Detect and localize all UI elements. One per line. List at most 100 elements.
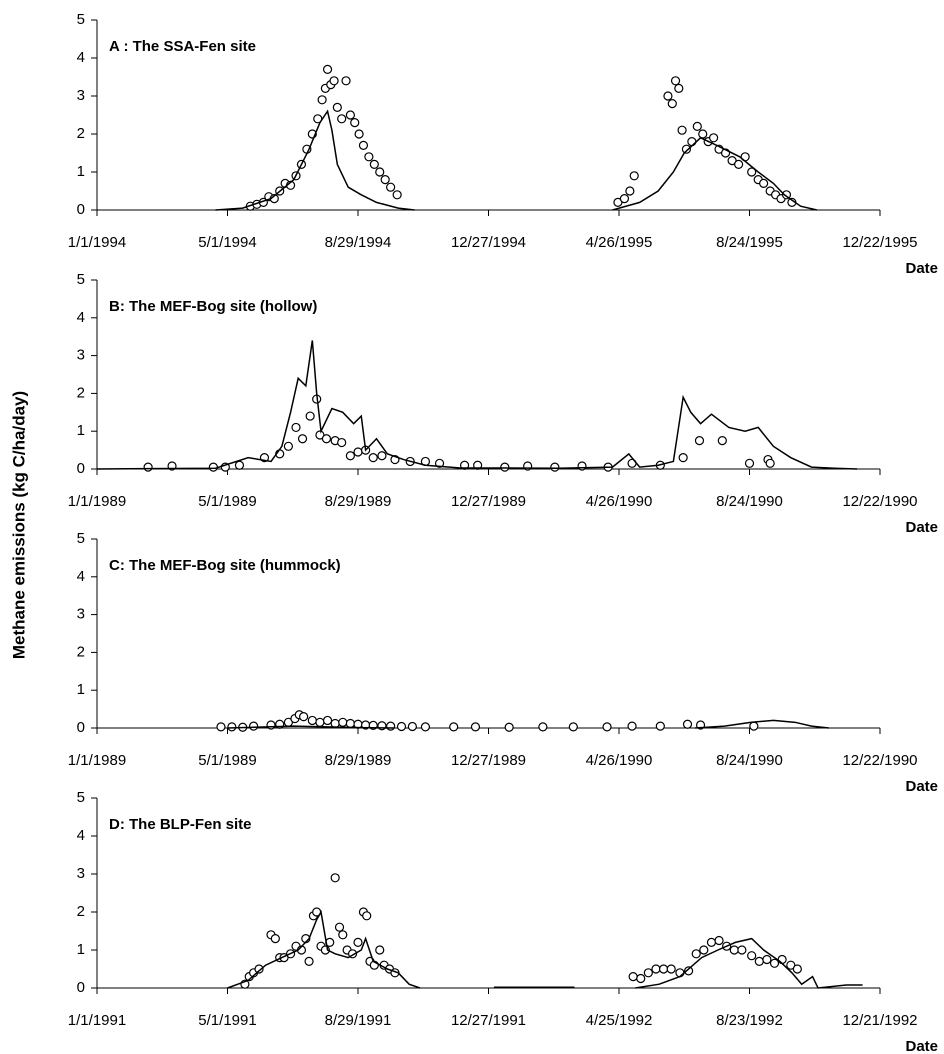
- observed-point: [744, 458, 755, 468]
- x-tick-label: 1/1/1991: [68, 1012, 126, 1029]
- observed-point: [781, 190, 792, 200]
- observed-point: [368, 453, 378, 463]
- observed-point: [354, 129, 364, 139]
- x-axis-label: Date: [905, 260, 938, 277]
- y-tick-label: 0: [77, 719, 85, 736]
- observed-point: [338, 717, 348, 727]
- x-tick-label: 5/1/1994: [198, 234, 256, 251]
- observed-point: [353, 937, 363, 948]
- observed-point: [734, 159, 744, 169]
- observed-point: [434, 458, 445, 468]
- x-axis-label: Date: [905, 519, 938, 536]
- x-tick-label: 8/24/1990: [716, 493, 783, 510]
- observed-point: [380, 175, 390, 185]
- y-tick-label: 5: [77, 11, 85, 28]
- x-tick-label: 8/29/1989: [325, 752, 392, 769]
- observed-point: [358, 140, 369, 150]
- observed-point: [709, 133, 719, 143]
- observed-point: [234, 460, 245, 470]
- observed-point: [714, 935, 724, 946]
- observed-point: [305, 411, 315, 421]
- observed-point: [754, 956, 764, 967]
- y-tick-label: 1: [77, 941, 85, 958]
- observed-point: [322, 64, 333, 75]
- observed-point: [698, 129, 708, 139]
- observed-point: [629, 171, 639, 181]
- observed-point: [769, 958, 780, 968]
- observed-point: [678, 453, 688, 463]
- observed-point: [500, 462, 510, 472]
- observed-point: [291, 422, 301, 433]
- observed-point: [332, 102, 342, 113]
- observed-point: [777, 954, 787, 965]
- panel-title: D: The BLP-Fen site: [109, 816, 252, 833]
- observed-point: [749, 721, 759, 731]
- y-tick-label: 2: [77, 903, 85, 920]
- y-tick-label: 3: [77, 606, 85, 623]
- y-tick-label: 1: [77, 422, 85, 439]
- observed-point: [792, 964, 802, 974]
- model-line: [227, 909, 863, 989]
- x-tick-label: 12/22/1995: [842, 234, 917, 251]
- x-tick-label: 12/22/1990: [842, 493, 917, 510]
- observed-point: [670, 76, 681, 86]
- observed-point: [353, 447, 363, 457]
- y-tick-label: 5: [77, 271, 85, 288]
- observed-point: [651, 964, 661, 974]
- observed-point: [420, 722, 431, 732]
- y-tick-label: 4: [77, 827, 85, 844]
- x-tick-label: 1/1/1994: [68, 234, 126, 251]
- x-tick-label: 1/1/1989: [68, 752, 126, 769]
- x-tick-label: 8/24/1990: [716, 752, 783, 769]
- observed-point: [369, 159, 379, 169]
- observed-point: [330, 873, 340, 883]
- observed-point: [681, 144, 692, 154]
- observed-point: [602, 722, 612, 732]
- x-tick-label: 8/23/1992: [716, 1012, 783, 1029]
- observed-point: [227, 722, 237, 732]
- x-tick-label: 8/29/1994: [325, 234, 392, 251]
- x-axis-label: Date: [905, 778, 938, 795]
- observed-point: [655, 721, 665, 731]
- observed-point: [691, 949, 701, 959]
- x-tick-label: 4/26/1995: [586, 234, 653, 251]
- x-tick-label: 12/22/1990: [842, 752, 917, 769]
- observed-point: [737, 945, 747, 955]
- observed-point: [619, 194, 630, 204]
- observed-point: [362, 911, 372, 921]
- observed-point: [747, 951, 757, 961]
- observed-point: [449, 722, 459, 732]
- y-tick-label: 0: [77, 201, 85, 218]
- observed-point: [674, 83, 684, 94]
- y-tick-label: 1: [77, 163, 85, 180]
- x-tick-label: 4/26/1990: [586, 493, 653, 510]
- observed-point: [717, 436, 727, 446]
- model-line: [96, 340, 858, 470]
- observed-point: [682, 719, 693, 729]
- observed-point: [666, 964, 676, 974]
- observed-point: [216, 722, 226, 732]
- observed-point: [747, 167, 757, 177]
- y-tick-label: 4: [77, 568, 85, 585]
- y-tick-label: 3: [77, 865, 85, 882]
- observed-point: [337, 437, 347, 448]
- observed-point: [345, 718, 355, 729]
- observed-point: [254, 964, 264, 974]
- observed-point: [643, 968, 653, 978]
- observed-point: [341, 76, 351, 86]
- x-tick-label: 8/29/1989: [325, 493, 392, 510]
- observed-point: [667, 98, 677, 109]
- observed-point: [628, 971, 638, 982]
- observed-point: [759, 178, 769, 188]
- observed-point: [677, 125, 687, 135]
- observed-point: [377, 451, 387, 461]
- y-tick-label: 0: [77, 979, 85, 996]
- observed-point: [345, 451, 355, 461]
- observed-point: [625, 186, 635, 196]
- observed-point: [636, 973, 646, 984]
- x-tick-label: 12/27/1994: [451, 234, 526, 251]
- observed-point: [334, 922, 345, 932]
- observed-point: [577, 461, 587, 471]
- x-tick-label: 1/1/1989: [68, 493, 126, 510]
- observed-point: [470, 722, 481, 732]
